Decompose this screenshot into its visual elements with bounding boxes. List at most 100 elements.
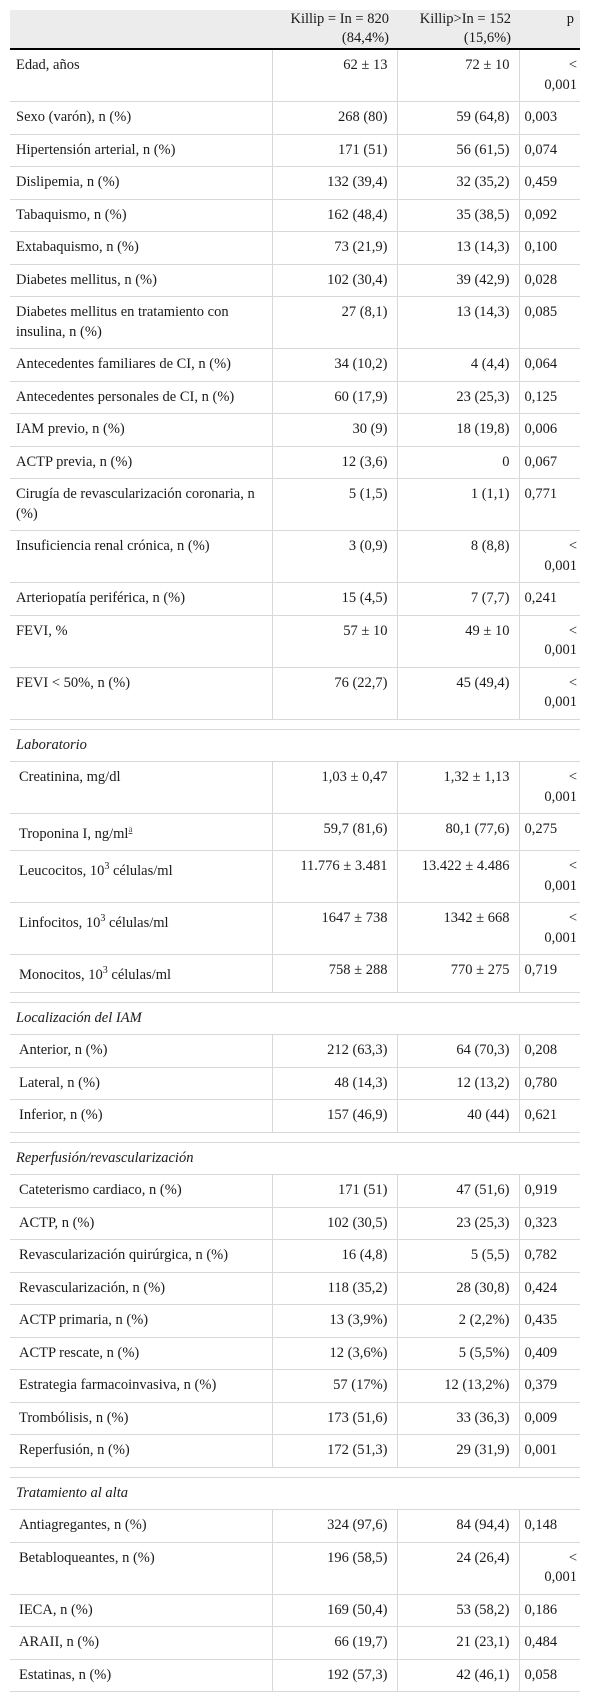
p-value: 0,771 bbox=[518, 478, 580, 531]
killip-i-value: 60 (17,9) bbox=[271, 381, 397, 414]
p-value: 0,919 bbox=[518, 1174, 580, 1208]
p-value: 0,067 bbox=[518, 446, 580, 479]
p-value: 0,028 bbox=[518, 264, 580, 297]
row-label: Troponina I, ng/mla bbox=[10, 813, 272, 852]
table-row: Tabaquismo, n (%) 162 (48,4) 35 (38,5) 0… bbox=[10, 199, 580, 232]
row-label: Revascularización, n (%) bbox=[10, 1272, 272, 1306]
killip-i-value: 172 (51,3) bbox=[271, 1434, 397, 1468]
table-row: Revascularización, n (%) 118 (35,2) 28 (… bbox=[10, 1272, 580, 1306]
p-value: 0,006 bbox=[518, 413, 580, 447]
killip-i-value: 157 (46,9) bbox=[271, 1099, 397, 1133]
section-header-localizacion: Localización del IAM bbox=[10, 1002, 580, 1036]
row-label: Anterior, n (%) bbox=[10, 1034, 272, 1068]
killip-i-value: 12 (3,6) bbox=[271, 446, 397, 479]
table-row: Creatinina, mg/dl 1,03 ± 0,47 1,32 ± 1,1… bbox=[10, 761, 580, 814]
killip-gt-i-value: 47 (51,6) bbox=[396, 1174, 519, 1208]
p-value: 0,148 bbox=[518, 1509, 580, 1543]
killip-gt-i-value: 13.422 ± 4.486 bbox=[396, 850, 519, 904]
table-row: Leucocitos, 103 células/ml 11.776 ± 3.48… bbox=[10, 850, 580, 904]
killip-i-value: 1,03 ± 0,47 bbox=[271, 761, 397, 814]
killip-gt-i-value: 1342 ± 668 bbox=[396, 902, 519, 956]
killip-i-value: 118 (35,2) bbox=[271, 1272, 397, 1306]
killip-gt-i-value: 1,32 ± 1,13 bbox=[396, 761, 519, 814]
killip-gt-i-value: 53 (58,2) bbox=[396, 1594, 519, 1628]
killip-i-value: 268 (80) bbox=[271, 101, 397, 135]
p-value: 0,058 bbox=[518, 1659, 580, 1692]
killip-gt-i-value: 770 ± 275 bbox=[396, 954, 519, 993]
row-label: IAM previo, n (%) bbox=[10, 413, 272, 447]
row-label: Estatinas, n (%) bbox=[10, 1659, 272, 1692]
row-label: FEVI, % bbox=[10, 615, 272, 668]
p-value: <0,001 bbox=[518, 850, 580, 904]
killip-gt-i-value: 40 (44) bbox=[396, 1099, 519, 1133]
p-value: 0,621 bbox=[518, 1099, 580, 1133]
p-value: <0,001 bbox=[518, 49, 580, 102]
row-label: Cateterismo cardiaco, n (%) bbox=[10, 1174, 272, 1208]
table-row: Revascularización quirúrgica, n (%) 16 (… bbox=[10, 1239, 580, 1273]
killip-i-value: 62 ± 13 bbox=[271, 49, 397, 102]
section-title: Laboratorio bbox=[10, 729, 580, 762]
table-row: FEVI, % 57 ± 10 49 ± 10 <0,001 bbox=[10, 615, 580, 668]
row-label: Insuficiencia renal crónica, n (%) bbox=[10, 530, 272, 583]
p-value: 0,003 bbox=[518, 101, 580, 135]
p-value: 0,435 bbox=[518, 1304, 580, 1338]
killip-gt-i-value: 59 (64,8) bbox=[396, 101, 519, 135]
table-row: Trombólisis, n (%) 173 (51,6) 33 (36,3) … bbox=[10, 1402, 580, 1436]
killip-i-value: 15 (4,5) bbox=[271, 582, 397, 616]
p-value: 0,092 bbox=[518, 199, 580, 232]
killip-i-value: 57 ± 10 bbox=[271, 615, 397, 668]
p-value: 0,323 bbox=[518, 1207, 580, 1241]
section-title: Localización del IAM bbox=[10, 1002, 580, 1036]
killip-i-value: 3 (0,9) bbox=[271, 530, 397, 583]
row-label: Trombólisis, n (%) bbox=[10, 1402, 272, 1436]
table-row: Estatinas, n (%) 192 (57,3) 42 (46,1) 0,… bbox=[10, 1659, 580, 1692]
row-label: ACTP rescate, n (%) bbox=[10, 1337, 272, 1371]
killip-gt-i-value: 45 (49,4) bbox=[396, 667, 519, 720]
row-label: Creatinina, mg/dl bbox=[10, 761, 272, 814]
killip-gt-i-value: 33 (36,3) bbox=[396, 1402, 519, 1436]
section-header-tratamiento: Tratamiento al alta bbox=[10, 1477, 580, 1511]
killip-i-value: 12 (3,6%) bbox=[271, 1337, 397, 1371]
row-label: Antiagregantes, n (%) bbox=[10, 1509, 272, 1543]
section-spacer bbox=[10, 1132, 580, 1143]
table-row: Sexo (varón), n (%) 268 (80) 59 (64,8) 0… bbox=[10, 101, 580, 135]
p-value: 0,379 bbox=[518, 1369, 580, 1403]
killip-gt-i-value: 8 (8,8) bbox=[396, 530, 519, 583]
killip-i-value: 132 (39,4) bbox=[271, 166, 397, 200]
table-row: Monocitos, 103 células/ml 758 ± 288 770 … bbox=[10, 954, 580, 993]
killip-i-value: 758 ± 288 bbox=[271, 954, 397, 993]
killip-gt-i-value: 13 (14,3) bbox=[396, 231, 519, 265]
row-label: Dislipemia, n (%) bbox=[10, 166, 272, 200]
killip-i-value: 1647 ± 738 bbox=[271, 902, 397, 956]
killip-i-value: 59,7 (81,6) bbox=[271, 813, 397, 852]
row-label: Edad, años bbox=[10, 49, 272, 102]
table-row: Estrategia farmacoinvasiva, n (%) 57 (17… bbox=[10, 1369, 580, 1403]
killip-gt-i-value: 28 (30,8) bbox=[396, 1272, 519, 1306]
killip-gt-i-value: 0 bbox=[396, 446, 519, 479]
row-label: Tabaquismo, n (%) bbox=[10, 199, 272, 232]
table-row: Arteriopatía periférica, n (%) 15 (4,5) … bbox=[10, 582, 580, 616]
killip-i-value: 324 (97,6) bbox=[271, 1509, 397, 1543]
killip-i-value: 76 (22,7) bbox=[271, 667, 397, 720]
p-value: 0,719 bbox=[518, 954, 580, 993]
table-row: Insuficiencia renal crónica, n (%) 3 (0,… bbox=[10, 530, 580, 583]
p-value: 0,459 bbox=[518, 166, 580, 200]
section-header-reperfusion: Reperfusión/revascularización bbox=[10, 1142, 580, 1176]
section-spacer bbox=[10, 992, 580, 1003]
footnote-link[interactable]: a bbox=[128, 824, 133, 834]
p-value: 0,409 bbox=[518, 1337, 580, 1371]
row-label: ACTP primaria, n (%) bbox=[10, 1304, 272, 1338]
p-value: <0,001 bbox=[518, 761, 580, 814]
killip-gt-i-value: 5 (5,5%) bbox=[396, 1337, 519, 1371]
killip-gt-i-value: 84 (94,4) bbox=[396, 1509, 519, 1543]
p-value: <0,001 bbox=[518, 615, 580, 668]
header-variable-column bbox=[10, 10, 272, 50]
killip-gt-i-value: 13 (14,3) bbox=[396, 296, 519, 349]
row-label: FEVI < 50%, n (%) bbox=[10, 667, 272, 720]
table-row: Anterior, n (%) 212 (63,3) 64 (70,3) 0,2… bbox=[10, 1034, 580, 1068]
row-label: Betabloqueantes, n (%) bbox=[10, 1542, 272, 1595]
killip-i-value: 162 (48,4) bbox=[271, 199, 397, 232]
row-label: IECA, n (%) bbox=[10, 1594, 272, 1628]
table-row: ACTP rescate, n (%) 12 (3,6%) 5 (5,5%) 0… bbox=[10, 1337, 580, 1371]
p-value: 0,208 bbox=[518, 1034, 580, 1068]
